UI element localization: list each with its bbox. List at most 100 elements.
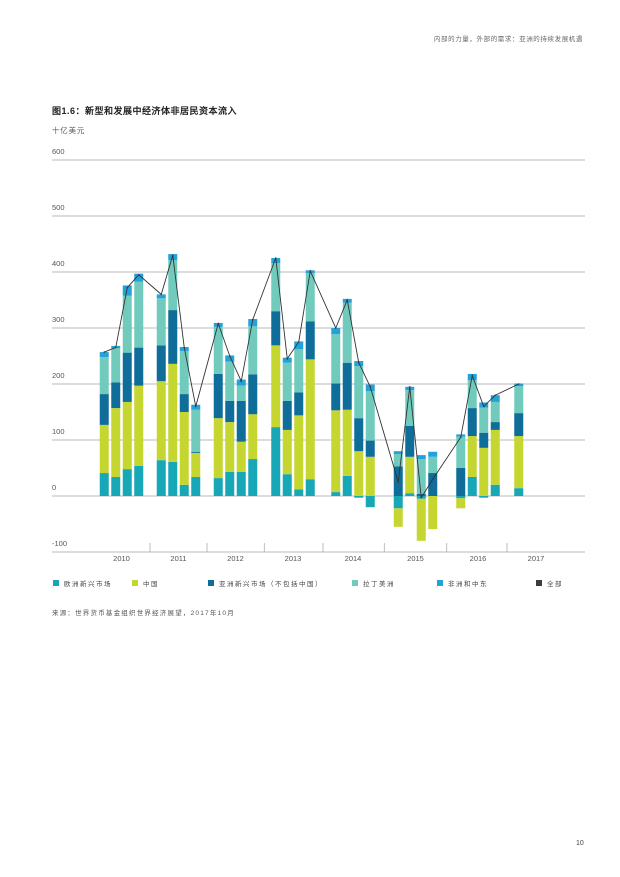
x-tick-label: 2012 bbox=[227, 554, 244, 563]
x-tick-label: 2015 bbox=[407, 554, 424, 563]
bar-segment-s1-p14 bbox=[294, 415, 304, 490]
bar-segment-s0-p28 bbox=[514, 488, 524, 496]
line-point-20 bbox=[397, 481, 400, 483]
figure-unit-label: 十亿美元 bbox=[52, 126, 86, 135]
source-note: 来源：世界货币基金组织世界经济展望，2017年10月 bbox=[52, 610, 235, 617]
total-line-layer bbox=[103, 254, 520, 500]
bar-segment-s0-p6 bbox=[179, 484, 189, 496]
bar-segment-s3-p10 bbox=[236, 385, 246, 401]
line-point-5 bbox=[171, 254, 174, 256]
bar-segment-s0-p24 bbox=[456, 496, 466, 499]
bar-segment-s0-p7 bbox=[191, 476, 201, 496]
bar-segment-s3-p2 bbox=[122, 295, 132, 353]
legend-swatch bbox=[208, 579, 214, 586]
bar-segment-s0-p16 bbox=[331, 492, 341, 496]
bar-segment-s1-p26 bbox=[479, 447, 489, 496]
line-point-14 bbox=[297, 341, 300, 343]
bar-segment-s2-p5 bbox=[168, 310, 178, 364]
bar-segment-s1-p28 bbox=[514, 436, 524, 489]
bar-segment-s3-p19 bbox=[365, 391, 375, 441]
bar-segment-s1-p10 bbox=[236, 441, 246, 472]
bar-segment-s3-p14 bbox=[294, 349, 304, 393]
bar-segment-s2-p15 bbox=[305, 321, 315, 360]
legend-label: 全部 bbox=[547, 580, 563, 588]
bar-segment-s0-p0 bbox=[99, 473, 109, 496]
bar-segment-s0-p12 bbox=[271, 427, 281, 496]
bar-segment-s4-p16 bbox=[331, 328, 341, 335]
bar-segment-s3-p17 bbox=[342, 302, 352, 363]
legend-swatch bbox=[132, 579, 138, 586]
bar-segment-s3-p27 bbox=[490, 401, 500, 423]
legend-swatch bbox=[352, 579, 358, 586]
y-tick-label: -100 bbox=[52, 539, 67, 548]
line-point-21 bbox=[408, 386, 411, 388]
bar-segment-s1-p17 bbox=[342, 409, 352, 476]
bar-segment-s3-p23 bbox=[428, 456, 438, 474]
bar-segment-s0-p21 bbox=[405, 493, 415, 496]
bar-segment-s2-p26 bbox=[479, 432, 489, 448]
legend-swatch bbox=[437, 579, 443, 586]
bar-segment-s1-p13 bbox=[282, 429, 292, 475]
bar-segment-s0-p10 bbox=[236, 471, 246, 496]
bar-segment-s2-p28 bbox=[514, 413, 524, 437]
legend-item-asia-ex-china: 亚洲新兴市场（不包括中国） bbox=[208, 578, 323, 588]
bar-segment-s1-p16 bbox=[331, 410, 341, 493]
line-point-16 bbox=[334, 327, 337, 329]
y-tick-label: 200 bbox=[52, 371, 65, 380]
line-point-12 bbox=[274, 257, 277, 259]
bars bbox=[99, 254, 524, 541]
bar-segment-s1-p11 bbox=[248, 414, 258, 460]
line-point-11 bbox=[251, 318, 254, 321]
legend-item-latin-america: 拉丁美洲 bbox=[352, 578, 395, 588]
page-number: 10 bbox=[576, 840, 584, 847]
legend-label: 亚洲新兴市场（不包括中国） bbox=[219, 580, 323, 588]
bar-segment-s1-p2 bbox=[122, 401, 132, 470]
bar-segment-s0-p2 bbox=[122, 469, 132, 496]
bar-segment-s2-p12 bbox=[271, 311, 281, 346]
bar-segment-s0-p5 bbox=[168, 461, 178, 496]
bar-segment-s0-p1 bbox=[111, 476, 121, 496]
x-tick-label: 2014 bbox=[345, 554, 362, 563]
line-point-26 bbox=[482, 405, 485, 408]
bar-segment-s1-p15 bbox=[305, 359, 315, 480]
axis-labels: 600 500 400 300 200 100 0 -100 2010 2011 2012 2013 2… bbox=[52, 147, 544, 563]
legend-label: 拉丁美洲 bbox=[363, 580, 395, 588]
bar-segment-s1-p6 bbox=[179, 412, 189, 485]
line-point-2 bbox=[126, 286, 129, 289]
y-tick-label: 300 bbox=[52, 315, 65, 324]
legend-swatch bbox=[53, 579, 59, 586]
bar-segment-s0-p27 bbox=[490, 484, 500, 496]
bar-segment-s1-p21 bbox=[405, 456, 415, 494]
x-tick-label: 2010 bbox=[113, 554, 130, 563]
line-point-18 bbox=[357, 361, 360, 364]
bar-segment-s2-p1 bbox=[111, 382, 121, 409]
bar-segment-s2-p0 bbox=[99, 394, 109, 425]
bar-segment-s1-p22 bbox=[416, 498, 426, 541]
bar-segment-s1-p8 bbox=[213, 418, 223, 479]
line-point-19 bbox=[369, 386, 372, 388]
running-header: 内部的力量，外部的需求：亚洲的持续发展机遇 bbox=[433, 36, 583, 43]
line-point-10 bbox=[240, 380, 243, 383]
x-tick-label: 2013 bbox=[285, 554, 302, 563]
bar-segment-s1-p18 bbox=[354, 451, 364, 496]
bar-segment-s1-p5 bbox=[168, 363, 178, 462]
bar-segment-s3-p5 bbox=[168, 260, 178, 311]
bar-segment-s1-p1 bbox=[111, 408, 121, 477]
bar-segment-s0-p11 bbox=[248, 459, 258, 496]
bar-segment-s0-p19 bbox=[365, 496, 375, 508]
bar-segment-s1-p4 bbox=[156, 381, 166, 461]
bar-segment-s4-p27 bbox=[490, 395, 500, 402]
bar-segment-s4-p14 bbox=[294, 341, 304, 350]
bar-segment-s3-p7 bbox=[191, 409, 201, 452]
legend-item-total: 全部 bbox=[536, 578, 563, 588]
bar-segment-s3-p8 bbox=[213, 326, 223, 374]
bar-segment-s1-p9 bbox=[225, 422, 235, 472]
bar-segment-s3-p21 bbox=[405, 390, 415, 426]
bar-segment-s3-p9 bbox=[225, 361, 235, 401]
bar-segment-s1-p7 bbox=[191, 452, 201, 477]
y-tick-label: 0 bbox=[52, 483, 56, 492]
bar-segment-s3-p11 bbox=[248, 326, 258, 375]
bar-segment-s3-p12 bbox=[271, 263, 281, 312]
bar-segment-s3-p26 bbox=[479, 407, 489, 433]
bar-segment-s2-p2 bbox=[122, 352, 132, 402]
